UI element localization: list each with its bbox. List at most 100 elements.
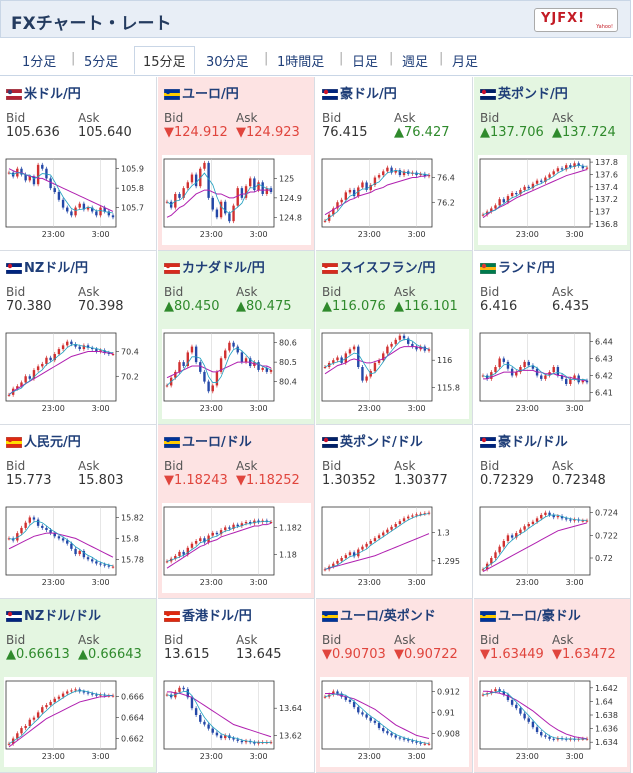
ask-value: ▲80.475 — [236, 299, 292, 314]
chart-plot-area — [163, 158, 275, 228]
chart-plot-area — [479, 680, 591, 750]
candle-body — [565, 518, 568, 520]
currency-card[interactable]: ユーロ/ドル Bid Ask ▼1.18243 ▼1.18252 1.182 1.18 23:… — [158, 425, 315, 599]
pair-name-link[interactable]: 英ポンド/円 — [498, 87, 568, 102]
pair-name-link[interactable]: 豪ドル/ドル — [498, 435, 568, 450]
currency-card[interactable]: 人民元/円 Bid Ask 15.773 15.803 15.82 15.8 15.78 23:… — [0, 425, 157, 599]
candle-body — [402, 335, 406, 339]
bid-label: Bid — [322, 111, 342, 125]
currency-card[interactable]: スイスフラン/円 Bid Ask ▲116.076 ▲116.101 116 115.8 23… — [316, 251, 473, 425]
currency-card[interactable]: 豪ドル/ドル Bid Ask 0.72329 0.72348 0.724 0.722 0.72… — [474, 425, 631, 599]
x-tick-label: 3:00 — [250, 578, 268, 587]
candle-body — [357, 346, 360, 367]
candle-body — [523, 361, 526, 367]
flag-icon — [163, 607, 181, 623]
tab-15min[interactable]: 15分足 — [134, 46, 195, 74]
pair-name-link[interactable]: ユーロ/ドル — [182, 435, 252, 450]
pair-name-link[interactable]: ユーロ/英ポンド — [340, 609, 436, 624]
ask-label: Ask — [552, 459, 574, 473]
currency-card[interactable]: ランド/円 Bid Ask 6.416 6.435 6.44 6.43 6.42 6.41 23:… — [474, 251, 631, 425]
price-chart[interactable]: 1.642 1.64 1.638 1.636 1.634 23:00 3:00 — [478, 677, 627, 767]
candle-body — [194, 708, 198, 715]
candle-body — [581, 380, 585, 383]
candle-body — [249, 178, 252, 187]
currency-card[interactable]: 豪ドル/円 Bid Ask 76.415 ▲76.427 76.4 76.2 23:00 3:0… — [316, 77, 473, 251]
price-chart[interactable]: 1.182 1.18 23:00 3:00 — [162, 503, 311, 593]
currency-card[interactable]: 米ドル/円 Bid Ask 105.636 105.640 105.9 105.8 105.7… — [0, 77, 157, 251]
ma-short-line — [8, 344, 114, 396]
currency-card[interactable]: ユーロ/豪ドル Bid Ask ▼1.63449 ▼1.63472 1.642 1.64 1.… — [474, 599, 631, 773]
price-chart[interactable]: 6.44 6.43 6.42 6.41 23:00 3:00 — [478, 329, 627, 419]
candle-body — [494, 367, 497, 373]
price-chart[interactable]: 80.6 80.5 80.4 23:00 3:00 — [162, 329, 311, 419]
y-tick-label: 137.2 — [595, 195, 618, 204]
price-chart[interactable]: 125 124.9 124.8 23:00 3:00 — [162, 155, 311, 245]
tab-5min[interactable]: 5分足 — [84, 55, 119, 70]
bid-label: Bid — [6, 111, 26, 125]
candle-body — [398, 737, 402, 739]
pair-name-link[interactable]: 米ドル/円 — [24, 87, 81, 102]
candle-body — [244, 186, 248, 198]
pair-name-link[interactable]: 豪ドル/円 — [340, 87, 397, 102]
price-chart[interactable]: 1.3 1.295 23:00 3:00 — [320, 503, 469, 593]
ma-line — [166, 189, 271, 218]
tab-weekly[interactable]: 週足 — [402, 55, 429, 70]
candle-body — [531, 721, 535, 728]
pair-name-link[interactable]: NZドル/ドル — [24, 609, 102, 624]
pair-name-link[interactable]: ユーロ/豪ドル — [498, 609, 581, 624]
price-chart[interactable]: 70.4 70.2 23:00 3:00 — [4, 329, 153, 419]
pair-name-link[interactable]: ランド/円 — [498, 261, 555, 276]
flag-icon — [321, 259, 339, 275]
pair-name-link[interactable]: 香港ドル/円 — [182, 609, 252, 624]
y-tick-label: 0.72 — [595, 554, 613, 563]
tab-30min[interactable]: 30分足 — [206, 55, 249, 70]
candle-body — [365, 182, 368, 190]
candle-body — [423, 513, 427, 515]
candle-body — [7, 538, 11, 540]
candle-body — [481, 375, 485, 377]
price-chart[interactable]: 105.9 105.8 105.7 23:00 3:00 — [4, 155, 153, 245]
tab-1min[interactable]: 1分足 — [22, 55, 57, 70]
tab-daily[interactable]: 日足 — [352, 55, 379, 70]
price-chart[interactable]: 15.82 15.8 15.78 23:00 3:00 — [4, 503, 153, 593]
candle-body — [560, 516, 564, 519]
currency-card[interactable]: 香港ドル/円 Bid Ask 13.615 13.645 13.64 13.62 23:00 3… — [158, 599, 315, 773]
pair-name-link[interactable]: 英ポンド/ドル — [340, 435, 423, 450]
price-chart[interactable]: 0.912 0.91 0.908 23:00 3:00 — [320, 677, 469, 767]
currency-card[interactable]: 英ポンド/円 Bid Ask ▲137.706 ▲137.724 137.8 137.6 13… — [474, 77, 631, 251]
currency-card[interactable]: NZドル/円 Bid Ask 70.380 70.398 70.4 70.2 23:00 3:0… — [0, 251, 157, 425]
price-chart[interactable]: 0.666 0.664 0.662 23:00 3:00 — [4, 677, 153, 767]
candle-body — [523, 713, 526, 719]
candle-body — [57, 536, 61, 539]
tab-monthly[interactable]: 月足 — [452, 55, 479, 70]
candle-body — [41, 525, 44, 528]
candle-body — [535, 518, 539, 522]
currency-card[interactable]: NZドル/ドル Bid Ask ▲0.66613 ▲0.66643 0.666 0.664 0… — [0, 599, 157, 773]
price-chart[interactable]: 137.8 137.6 137.4 137.2 137 136.8 23:00 3:00 — [478, 155, 627, 245]
candle-body — [224, 735, 227, 739]
currency-card[interactable]: ユーロ/英ポンド Bid Ask ▼0.90703 ▼0.90722 0.912 0.91 0… — [316, 599, 473, 773]
price-chart[interactable]: 116 115.8 23:00 3:00 — [320, 329, 469, 419]
pair-name-link[interactable]: ユーロ/円 — [182, 87, 239, 102]
pair-name-link[interactable]: スイスフラン/円 — [340, 261, 436, 276]
pair-name-link[interactable]: NZドル/円 — [24, 261, 89, 276]
candle-body — [423, 743, 427, 745]
candle-body — [348, 349, 352, 354]
currency-card[interactable]: カナダドル/円 Bid Ask ▲80.450 ▲80.475 80.6 80.5 80.4 2… — [158, 251, 315, 425]
candle-body — [423, 173, 427, 177]
candle-body — [240, 523, 244, 527]
x-tick-label: 23:00 — [516, 230, 539, 239]
bid-value: ▲0.66613 — [6, 647, 70, 662]
price-chart[interactable]: 13.64 13.62 23:00 3:00 — [162, 677, 311, 767]
candle-body — [540, 732, 543, 736]
currency-card[interactable]: ユーロ/円 Bid Ask ▼124.912 ▼124.923 125 124.9 124.8… — [158, 77, 315, 251]
flag-icon — [321, 607, 339, 623]
tab-1hour[interactable]: 1時間足 — [277, 55, 325, 70]
yjfx-logo[interactable]: YJFX! Yahoo! — [534, 8, 618, 32]
currency-card[interactable]: 英ポンド/ドル Bid Ask 1.30352 1.30377 1.3 1.295 23:00… — [316, 425, 473, 599]
pair-name-link[interactable]: 人民元/円 — [24, 435, 81, 450]
price-chart[interactable]: 76.4 76.2 23:00 3:00 — [320, 155, 469, 245]
candle-body — [494, 205, 497, 209]
price-chart[interactable]: 0.724 0.722 0.72 23:00 3:00 — [478, 503, 627, 593]
pair-name-link[interactable]: カナダドル/円 — [182, 261, 265, 276]
